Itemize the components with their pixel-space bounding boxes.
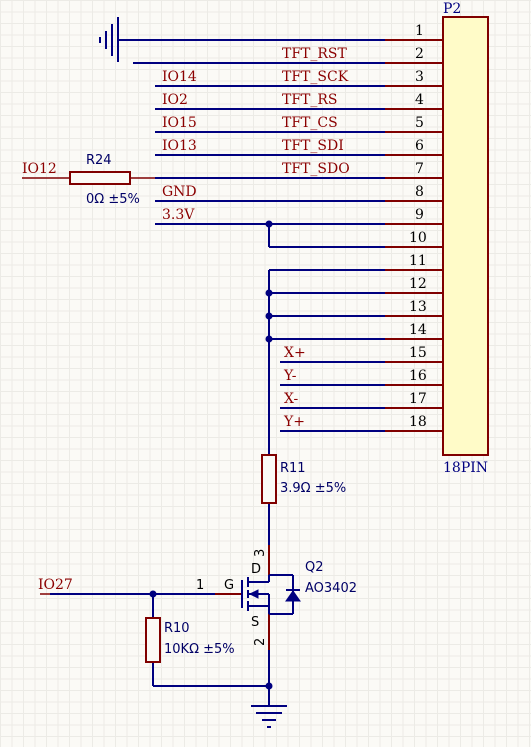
pin-number: 10 — [409, 230, 427, 246]
q2-drain-pin: 3 — [253, 549, 268, 557]
resistor-r10: R10 10KΩ ±5% — [145, 617, 235, 663]
pin-number: 8 — [415, 184, 424, 200]
label-wires — [22, 177, 155, 595]
pin-number: 9 — [415, 207, 424, 223]
pin-number: 6 — [415, 138, 424, 154]
junction-dot — [265, 312, 273, 320]
q2-source-label: S — [251, 615, 259, 630]
pin-number: 5 — [415, 115, 424, 131]
mosfet-q2 — [215, 545, 301, 650]
r11-designator: R11 — [280, 461, 306, 476]
pin-numbers: 1 2 3 4 5 6 7 8 9 10 11 12 13 14 15 16 1… — [409, 23, 427, 430]
q2-source-pin: 2 — [253, 638, 268, 646]
net-labels: TFT_RST TFT_SCK TFT_RS TFT_CS TFT_SDI TF… — [22, 46, 350, 593]
resistor-r11: R11 3.9Ω ±5% — [261, 454, 346, 504]
pin-number: 4 — [415, 92, 424, 108]
q2-gate-pin: 1 — [196, 578, 204, 593]
net-label: Y+ — [283, 414, 305, 430]
junction-dot — [265, 682, 273, 690]
net-label: IO27 — [38, 577, 73, 593]
net-label: TFT_CS — [282, 115, 338, 131]
r10-designator: R10 — [164, 621, 190, 636]
net-label: IO14 — [162, 69, 197, 85]
net-label: X- — [284, 391, 298, 407]
q2-part: AO3402 — [305, 581, 357, 596]
junction-dot — [149, 590, 157, 598]
wires — [50, 39, 385, 706]
r24-value: 0Ω ±5% — [86, 192, 140, 207]
ground-symbol-bottom — [251, 705, 287, 728]
net-label: TFT_SDI — [282, 138, 344, 154]
pin-number: 14 — [409, 322, 427, 338]
connector-part: 18PIN — [443, 460, 488, 476]
net-label: TFT_RST — [282, 46, 348, 62]
net-label: TFT_SCK — [282, 69, 349, 85]
net-label: TFT_RS — [282, 92, 338, 108]
pin-number: 1 — [415, 23, 424, 39]
net-label: IO2 — [162, 92, 188, 108]
junction-dot — [265, 289, 273, 297]
net-label: IO12 — [22, 161, 57, 177]
resistor-r24: R24 0Ω ±5% — [69, 153, 140, 207]
net-label: TFT_SDO — [282, 161, 350, 177]
pin-number: 3 — [415, 69, 424, 85]
junctions — [149, 220, 273, 690]
r24-designator: R24 — [86, 153, 112, 168]
junction-dot — [265, 335, 273, 343]
pin-number: 17 — [409, 391, 427, 407]
pin-number: 11 — [409, 253, 427, 269]
connector-designator: P2 — [443, 1, 461, 17]
net-label: IO15 — [162, 115, 197, 131]
connector-pins — [385, 39, 443, 432]
net-label: X+ — [284, 345, 306, 361]
net-label: IO13 — [162, 138, 197, 154]
pin-number: 16 — [409, 368, 427, 384]
ground-symbol-top — [99, 17, 119, 62]
q2-designator: Q2 — [305, 560, 324, 575]
pin-number: 18 — [409, 414, 427, 430]
pin-number: 13 — [409, 299, 427, 315]
pin-number: 15 — [409, 345, 427, 361]
connector-body — [442, 16, 489, 456]
net-label: 3.3V — [162, 207, 195, 223]
pin-number: 7 — [415, 161, 424, 177]
net-label: Y- — [283, 368, 297, 384]
r10-value: 10KΩ ±5% — [164, 642, 235, 657]
net-label: GND — [162, 184, 197, 200]
junction-dot — [265, 220, 273, 228]
pin-number: 2 — [415, 46, 424, 62]
pin-number: 12 — [409, 276, 427, 292]
q2-gate-label: G — [224, 578, 234, 593]
r11-value: 3.9Ω ±5% — [280, 481, 346, 496]
q2-drain-label: D — [251, 562, 261, 577]
